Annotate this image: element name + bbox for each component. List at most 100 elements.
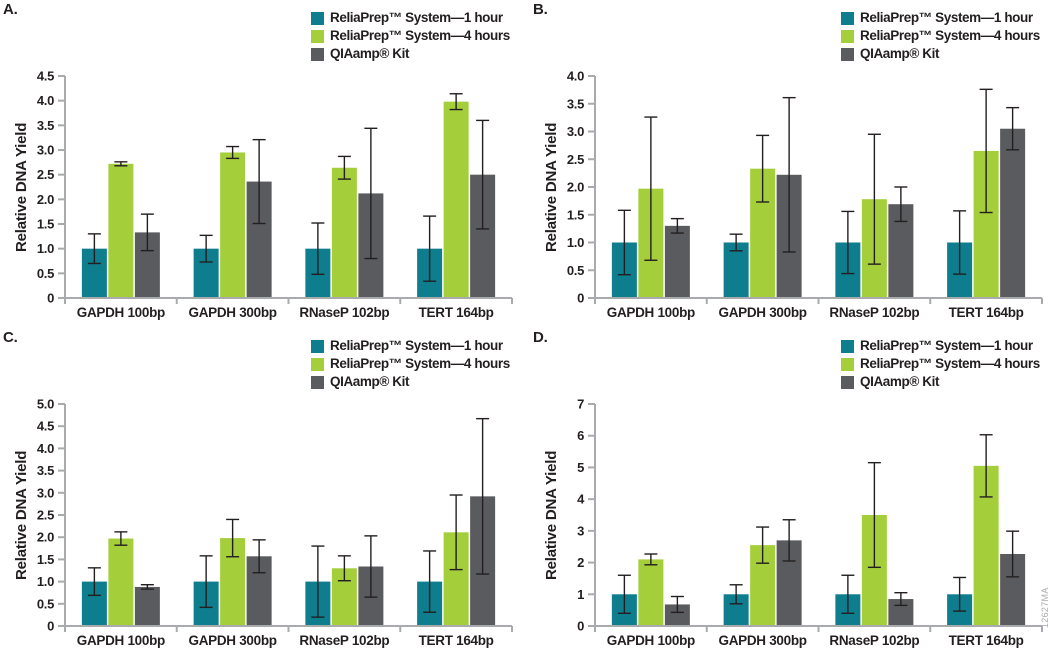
y-tick-label: 2.5 bbox=[567, 152, 584, 167]
bar-plot: GAPDH 100bp GAPDH 300bp RNaseP 102bp TERT 1… bbox=[37, 397, 513, 648]
legend-label: QIAamp® Kit bbox=[330, 46, 410, 61]
y-tick-label: 0 bbox=[47, 291, 54, 306]
legend-label: ReliaPrep™ System—1 hour bbox=[860, 10, 1033, 25]
bar bbox=[1000, 128, 1026, 298]
y-tick-label: 1.0 bbox=[37, 574, 54, 589]
legend-label: QIAamp® Kit bbox=[860, 46, 940, 61]
y-tick-label: 2.5 bbox=[37, 167, 54, 182]
category-label: GAPDH 100bp bbox=[77, 633, 165, 648]
legend: ReliaPrep™ System—1 hour ReliaPrep™ Syste… bbox=[311, 11, 510, 61]
category-label: GAPDH 300bp bbox=[189, 633, 277, 648]
bar bbox=[723, 242, 749, 298]
y-tick-label: 3.0 bbox=[37, 485, 54, 500]
legend-swatch-icon bbox=[841, 357, 854, 371]
y-tick-label: 1.5 bbox=[37, 552, 54, 567]
y-tick-label: 4.0 bbox=[37, 93, 54, 108]
bar-plot: GAPDH 100bp GAPDH 300bp RNaseP 102bp TERT 1… bbox=[577, 397, 1043, 648]
category-label: TERT 164bp bbox=[419, 305, 494, 320]
bar bbox=[664, 225, 690, 298]
category-label: RNaseP 102bp bbox=[829, 633, 919, 648]
legend-swatch-icon bbox=[841, 29, 854, 43]
figure-number: 12627MA bbox=[1040, 587, 1050, 628]
category-label: TERT 164bp bbox=[949, 305, 1024, 320]
y-tick-label: 4 bbox=[577, 492, 585, 507]
bar bbox=[443, 101, 469, 298]
category-label: GAPDH 300bp bbox=[719, 633, 807, 648]
legend-item: ReliaPrep™ System—4 hours bbox=[311, 357, 510, 371]
bar bbox=[638, 559, 664, 626]
bar-plot: GAPDH 100bp GAPDH 300bp RNaseP 102bp TERT 1… bbox=[37, 69, 513, 320]
y-tick-label: 4.0 bbox=[567, 69, 584, 84]
y-tick-label: 4.0 bbox=[37, 441, 54, 456]
y-tick-label: 2.0 bbox=[37, 192, 54, 207]
legend-item: ReliaPrep™ System—4 hours bbox=[841, 357, 1040, 371]
legend-label: QIAamp® Kit bbox=[330, 374, 410, 389]
legend-label: QIAamp® Kit bbox=[860, 374, 940, 389]
category-label: RNaseP 102bp bbox=[829, 305, 919, 320]
legend-item: ReliaPrep™ System—1 hour bbox=[311, 339, 510, 353]
legend-item: ReliaPrep™ System—1 hour bbox=[841, 11, 1040, 25]
legend-swatch-icon bbox=[311, 47, 324, 61]
y-tick-label: 0.5 bbox=[37, 596, 54, 611]
category-label: TERT 164bp bbox=[949, 633, 1024, 648]
y-tick-label: 7 bbox=[577, 397, 584, 412]
legend: ReliaPrep™ System—1 hour ReliaPrep™ Syste… bbox=[841, 11, 1040, 61]
y-tick-label: 2.0 bbox=[37, 530, 54, 545]
panel-c: C. Relative DNA Yield ReliaPrep™ System—… bbox=[0, 328, 530, 656]
panel-letter: D. bbox=[533, 329, 548, 346]
legend-swatch-icon bbox=[311, 29, 324, 43]
legend-label: ReliaPrep™ System—1 hour bbox=[330, 338, 503, 353]
legend-swatch-icon bbox=[841, 47, 854, 61]
legend-swatch-icon bbox=[311, 339, 324, 353]
bar bbox=[108, 163, 134, 298]
category-label: TERT 164bp bbox=[419, 633, 494, 648]
legend-label: ReliaPrep™ System—4 hours bbox=[860, 28, 1040, 43]
legend-label: ReliaPrep™ System—1 hour bbox=[330, 10, 503, 25]
bar bbox=[134, 586, 160, 626]
legend-swatch-icon bbox=[311, 11, 324, 25]
y-tick-label: 3.5 bbox=[37, 118, 54, 133]
legend-item: QIAamp® Kit bbox=[311, 47, 510, 61]
legend-swatch-icon bbox=[311, 375, 324, 389]
category-label: GAPDH 100bp bbox=[607, 633, 695, 648]
legend: ReliaPrep™ System—1 hour ReliaPrep™ Syste… bbox=[841, 339, 1040, 389]
y-tick-label: 5.0 bbox=[37, 397, 54, 412]
y-tick-label: 0 bbox=[577, 619, 584, 634]
y-tick-label: 0 bbox=[47, 619, 54, 634]
legend-item: QIAamp® Kit bbox=[841, 375, 1040, 389]
y-tick-label: 1.5 bbox=[567, 207, 584, 222]
y-tick-label: 3.0 bbox=[37, 143, 54, 158]
y-tick-label: 0 bbox=[577, 291, 584, 306]
legend-swatch-icon bbox=[841, 11, 854, 25]
legend-item: ReliaPrep™ System—4 hours bbox=[311, 29, 510, 43]
legend-swatch-icon bbox=[311, 357, 324, 371]
y-tick-label: 3.5 bbox=[567, 96, 584, 111]
y-tick-label: 3.5 bbox=[37, 463, 54, 478]
y-tick-label: 3.0 bbox=[567, 124, 584, 139]
category-label: RNaseP 102bp bbox=[299, 633, 389, 648]
legend-label: ReliaPrep™ System—4 hours bbox=[860, 356, 1040, 371]
legend-label: ReliaPrep™ System—4 hours bbox=[330, 28, 510, 43]
y-tick-label: 5 bbox=[577, 460, 584, 475]
legend: ReliaPrep™ System—1 hour ReliaPrep™ Syste… bbox=[311, 339, 510, 389]
y-tick-label: 0.5 bbox=[567, 263, 584, 278]
panel-letter: C. bbox=[3, 329, 18, 346]
legend-item: ReliaPrep™ System—4 hours bbox=[841, 29, 1040, 43]
y-tick-label: 3 bbox=[577, 523, 584, 538]
legend-item: QIAamp® Kit bbox=[311, 375, 510, 389]
panel-a: A. Relative DNA Yield ReliaPrep™ System—… bbox=[0, 0, 530, 328]
y-tick-label: 4.5 bbox=[37, 69, 54, 84]
y-tick-label: 0.5 bbox=[37, 266, 54, 281]
bar bbox=[331, 167, 357, 298]
y-tick-label: 1 bbox=[577, 587, 584, 602]
y-tick-label: 6 bbox=[577, 428, 584, 443]
panel-letter: A. bbox=[3, 1, 18, 18]
legend-item: ReliaPrep™ System—1 hour bbox=[841, 339, 1040, 353]
legend-swatch-icon bbox=[841, 339, 854, 353]
y-tick-label: 1.0 bbox=[567, 235, 584, 250]
category-label: GAPDH 300bp bbox=[719, 305, 807, 320]
y-tick-label: 1.0 bbox=[37, 241, 54, 256]
bar bbox=[220, 152, 246, 298]
legend-item: ReliaPrep™ System—1 hour bbox=[311, 11, 510, 25]
